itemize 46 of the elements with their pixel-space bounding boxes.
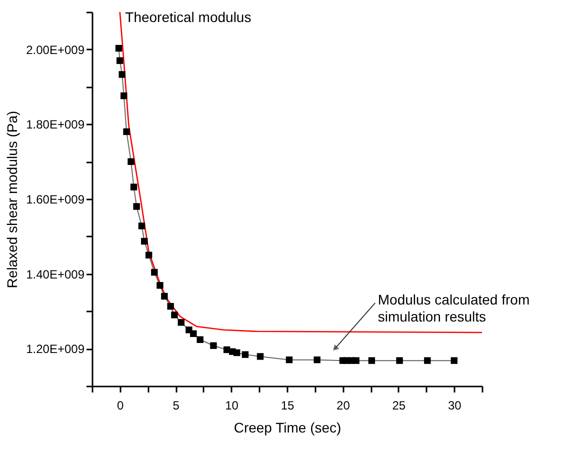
x-tick-label: 20 <box>336 398 350 412</box>
y-tick-label: 1.60E+009 <box>26 192 85 206</box>
y-tick-label: 1.80E+009 <box>26 118 85 132</box>
point <box>116 57 124 64</box>
point <box>167 302 174 310</box>
point <box>171 312 178 318</box>
x-tick-label: 15 <box>280 398 294 412</box>
x-tick-label: 30 <box>448 398 462 412</box>
point <box>151 268 158 276</box>
y-tick-label: 2.00E+009 <box>26 42 85 57</box>
point <box>120 92 128 100</box>
point <box>118 71 126 78</box>
y-tick-label: 1.20E+009 <box>26 342 85 356</box>
point <box>234 349 240 356</box>
point <box>210 342 217 349</box>
annotation: Modulus calculated from simulation results <box>378 291 530 324</box>
point <box>256 353 264 360</box>
point <box>242 351 249 358</box>
x-tick-label: 10 <box>225 398 239 412</box>
point <box>141 238 148 245</box>
point <box>123 128 130 136</box>
point <box>115 44 122 52</box>
point <box>161 292 168 300</box>
point <box>145 252 152 258</box>
point <box>424 357 431 364</box>
y-axis-title: Relaxed shear modulus (Pa) <box>4 110 20 288</box>
point <box>130 184 138 190</box>
point <box>450 357 458 364</box>
point <box>368 357 376 364</box>
annotation: Theoretical modulus <box>125 8 252 25</box>
x-tick-label: 5 <box>172 398 180 412</box>
point <box>196 336 204 343</box>
x-axis-title: Creep Time (sec) <box>234 420 342 436</box>
x-tick-label: 0 <box>117 398 124 412</box>
point <box>190 330 197 337</box>
y-tick-label: 1.40E+009 <box>26 267 85 282</box>
point <box>396 357 403 364</box>
point <box>314 356 320 364</box>
point <box>178 319 184 326</box>
point <box>128 158 134 165</box>
point <box>138 222 146 230</box>
point <box>352 357 360 364</box>
point <box>133 203 140 210</box>
point <box>156 282 164 289</box>
x-tick-label: 25 <box>392 398 406 412</box>
point <box>286 356 293 364</box>
